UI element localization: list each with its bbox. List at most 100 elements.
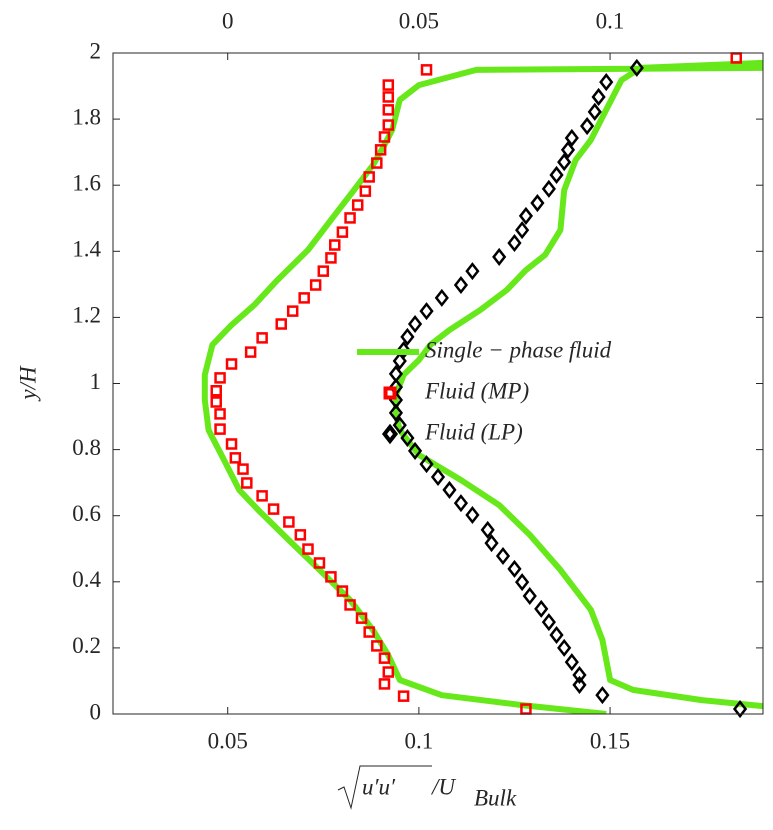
square-marker <box>397 690 410 702</box>
square-marker <box>374 144 387 156</box>
y-tick-label: 2 <box>90 38 102 63</box>
x-axis-label-subscript: Bulk <box>474 785 517 810</box>
y-tick-label: 0.4 <box>72 567 101 592</box>
square-marker <box>382 666 395 678</box>
diamond-marker <box>407 314 423 334</box>
y-tick-label: 1.2 <box>72 303 101 328</box>
square-marker <box>298 292 310 304</box>
diamond-marker <box>388 403 404 422</box>
square-marker <box>283 516 295 528</box>
diamond-marker <box>557 153 572 172</box>
x-tick-label: 0.1 <box>405 728 434 753</box>
diamond-marker <box>465 506 480 525</box>
diamond-marker <box>442 480 457 499</box>
square-marker <box>420 64 433 76</box>
x-axis-label-text: /U <box>430 774 456 799</box>
line <box>201 59 763 714</box>
diamond-marker <box>507 234 522 253</box>
diamond-marker <box>495 546 511 566</box>
diamond-marker <box>587 102 602 121</box>
square-marker <box>383 386 397 400</box>
square-marker <box>378 678 391 690</box>
diamond-marker <box>507 559 522 578</box>
diamond-marker <box>419 302 434 321</box>
square-marker <box>382 104 395 116</box>
legend-label: Fluid (MP) <box>424 378 529 403</box>
diamond-marker <box>549 165 564 184</box>
diamond-marker <box>453 275 469 295</box>
diamond-marker <box>557 638 572 657</box>
square-marker <box>344 212 356 224</box>
diamond-marker <box>453 494 469 513</box>
x2-tick-label: 0.1 <box>596 8 625 33</box>
square-marker <box>256 332 268 344</box>
diamond-marker <box>392 416 407 435</box>
y-tick-label: 1 <box>90 369 102 394</box>
x-axis-label-radicand: u′u′ <box>362 774 396 799</box>
diamond-marker <box>480 520 495 539</box>
diamond-marker <box>549 625 564 645</box>
diamond-marker <box>534 599 549 618</box>
diamond-marker <box>541 179 556 198</box>
square-marker <box>355 612 368 624</box>
square-marker <box>329 239 341 251</box>
square-marker <box>214 408 226 420</box>
plot-frame <box>112 52 764 715</box>
square-marker <box>275 318 287 330</box>
y-axis-label: y/H <box>15 365 40 402</box>
diamond-marker <box>595 686 610 705</box>
y-tick-label: 0.6 <box>72 501 101 526</box>
diamond-marker <box>522 586 537 606</box>
square-marker <box>286 305 299 317</box>
diamond-marker <box>564 128 579 147</box>
y-tick-label: 0.2 <box>72 633 101 658</box>
diamond-marker <box>465 262 480 281</box>
diamond-marker <box>518 206 534 225</box>
square-marker <box>359 185 372 197</box>
diamond-marker <box>484 534 499 553</box>
square-marker <box>382 91 395 103</box>
diamond-marker <box>572 675 587 694</box>
square-marker <box>302 543 314 555</box>
square-marker <box>336 226 349 238</box>
square-marker <box>382 119 395 131</box>
diamond-marker <box>381 423 399 445</box>
square-marker <box>378 131 391 143</box>
square-marker <box>325 252 337 264</box>
legend-label: Single − phase fluid <box>425 337 612 362</box>
square-marker <box>382 79 395 91</box>
square-marker <box>210 396 222 408</box>
square-marker <box>229 452 242 464</box>
x-axis-label: u′u′ /U Bulk <box>337 765 517 810</box>
square-marker <box>336 585 349 597</box>
y-tick-label: 1.8 <box>72 104 101 129</box>
y-tick-label: 1.4 <box>72 237 101 262</box>
square-marker <box>325 571 337 583</box>
square-marker <box>378 652 391 664</box>
diamond-marker <box>591 87 606 106</box>
diamond-marker <box>515 221 530 240</box>
diamond-marker <box>400 429 415 448</box>
diamond-marker <box>434 288 449 307</box>
square-marker <box>241 477 253 489</box>
x-tick-label: 0.15 <box>590 728 630 753</box>
y-tick-label: 1.6 <box>72 170 101 195</box>
y-tick-label: 0 <box>90 699 102 724</box>
diamond-marker <box>564 653 579 672</box>
square-marker <box>214 372 226 384</box>
diamond-marker <box>400 327 415 346</box>
diamond-marker <box>407 441 423 460</box>
square-marker <box>363 171 375 183</box>
diamond-marker <box>392 352 407 371</box>
square-marker <box>294 529 307 541</box>
diamond-marker <box>515 573 530 592</box>
square-marker <box>313 557 326 569</box>
square-marker <box>214 423 226 435</box>
legend-label: Fluid (LP) <box>424 419 523 444</box>
square-marker <box>244 346 257 358</box>
diamond-marker <box>629 58 644 77</box>
diamond-marker <box>560 140 576 159</box>
square-marker <box>309 279 322 291</box>
square-marker <box>371 157 383 169</box>
